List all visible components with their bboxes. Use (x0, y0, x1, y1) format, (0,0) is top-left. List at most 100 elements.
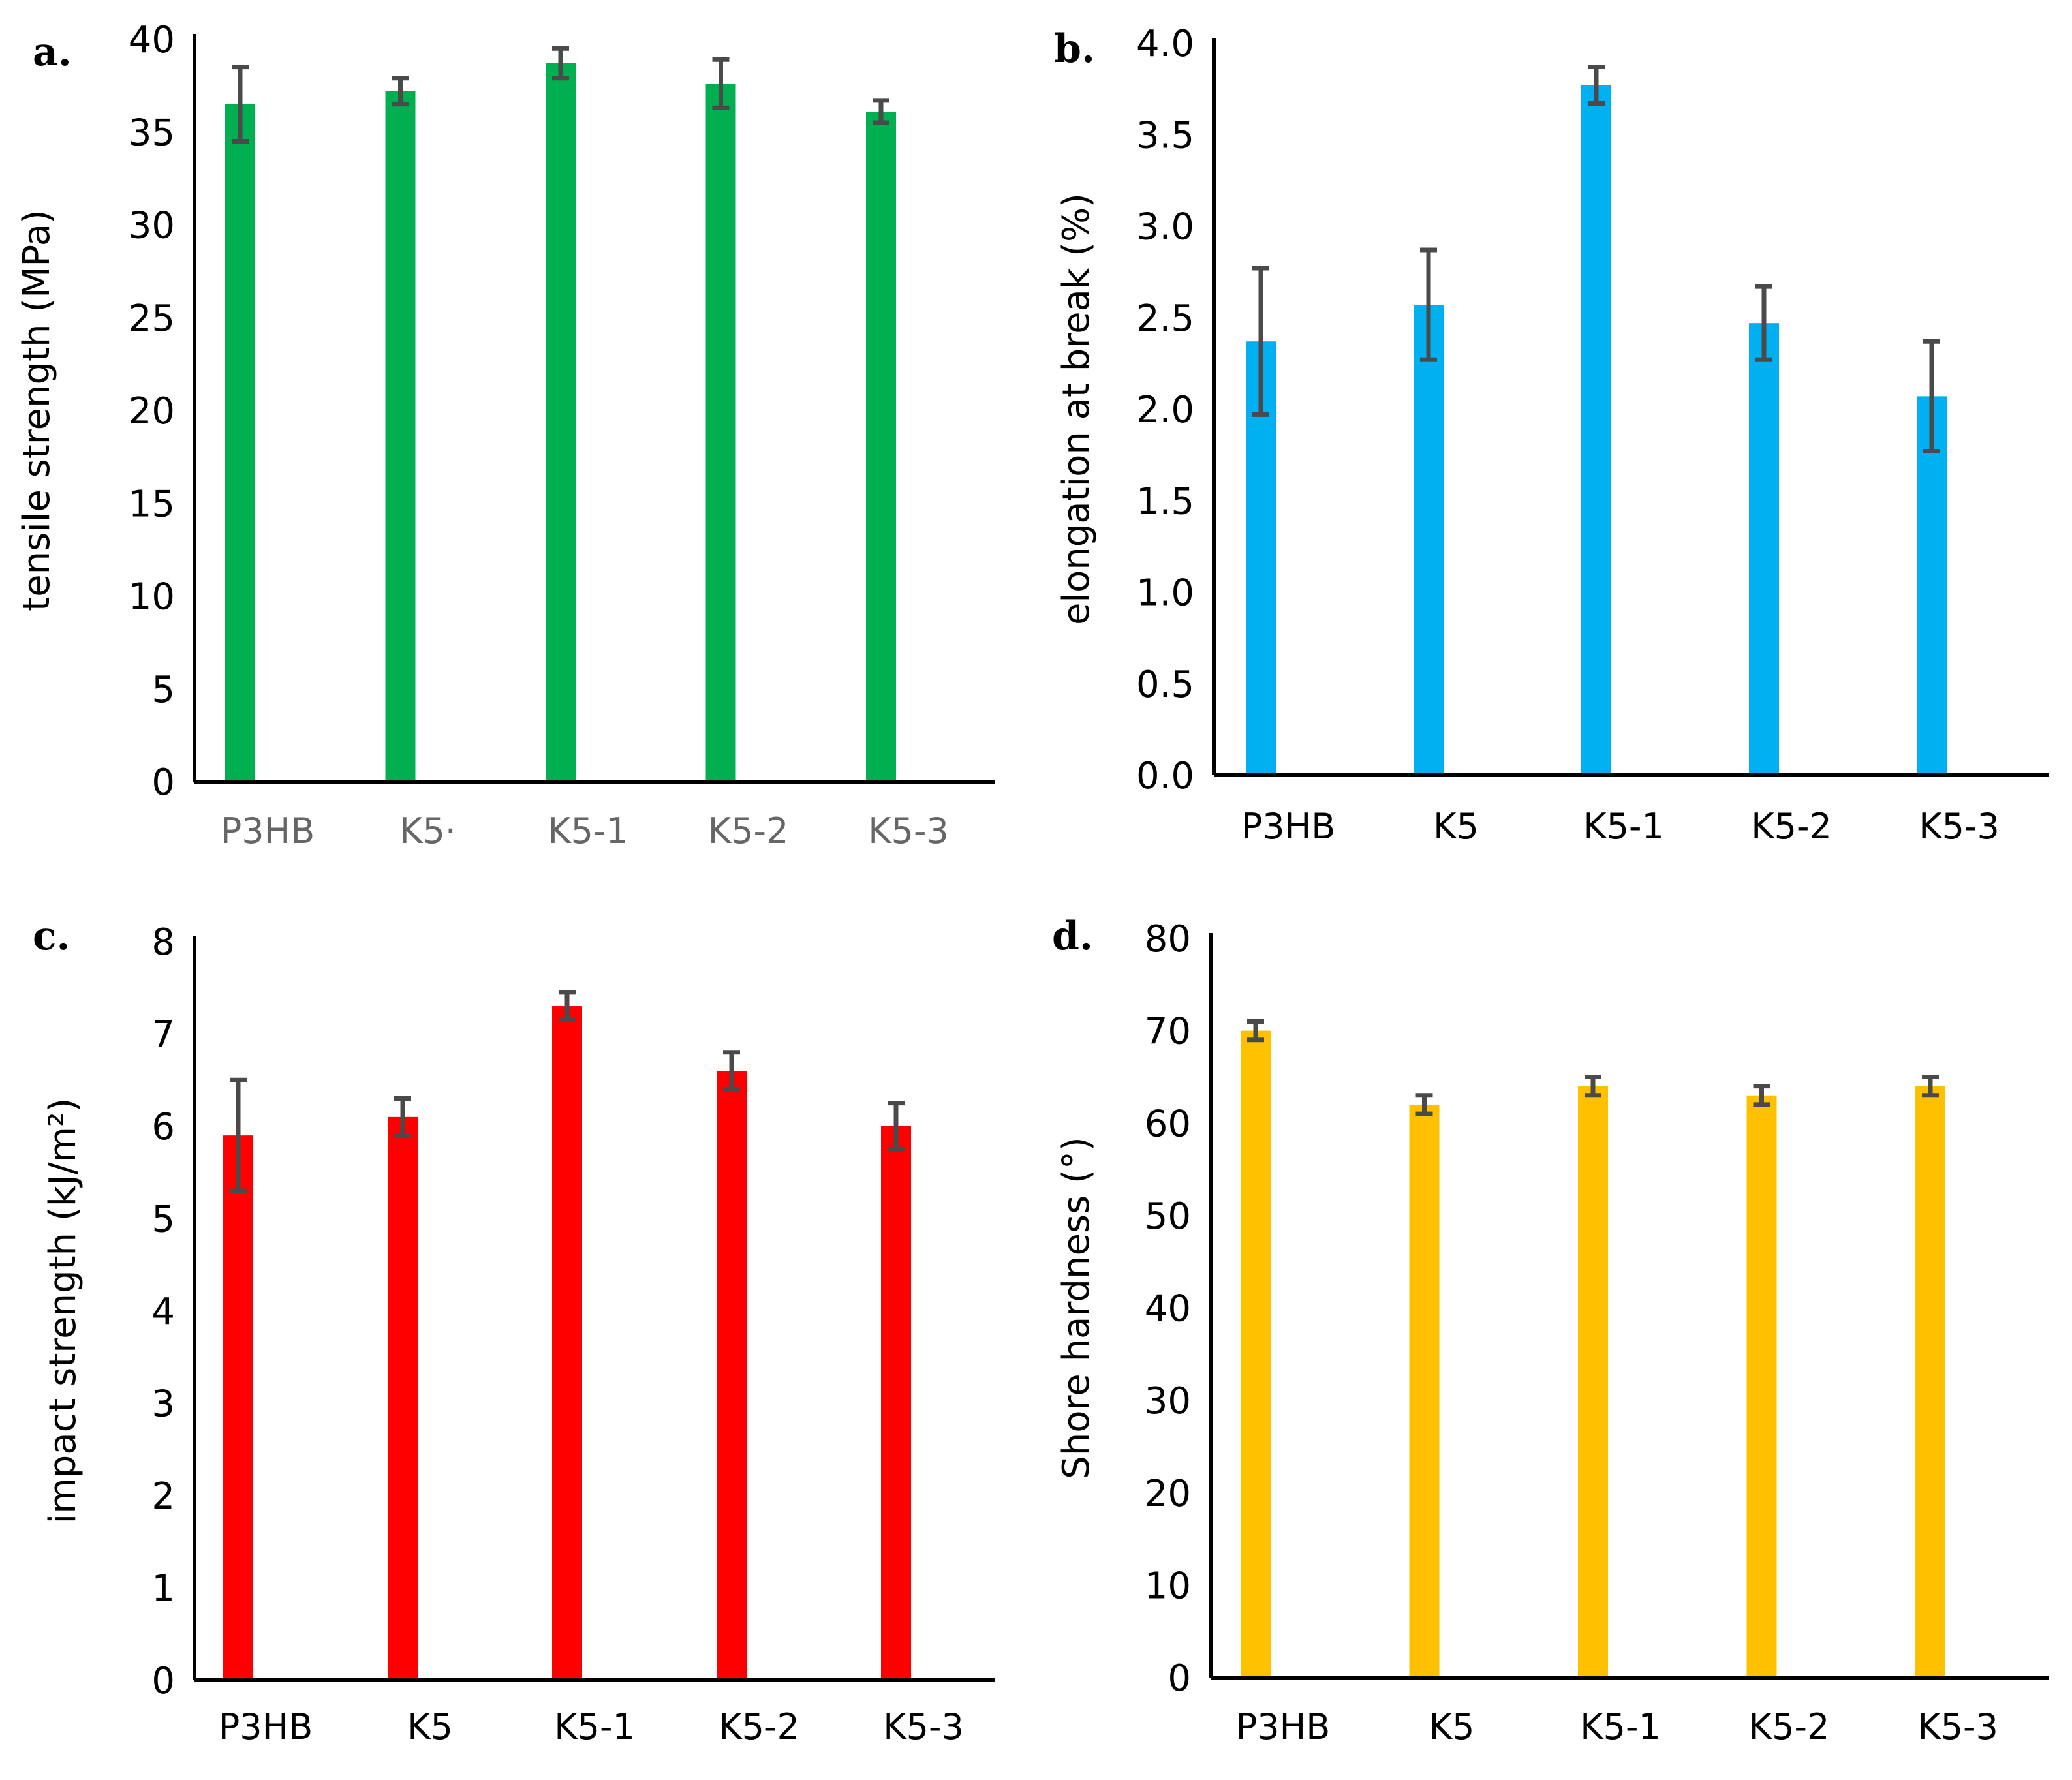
y-tick-label: 4.0 (1136, 23, 1194, 65)
y-tick-label: 1.5 (1136, 480, 1194, 523)
y-tick-label: 2 (151, 1475, 175, 1518)
x-tick-label: K5-2 (1749, 1706, 1830, 1747)
bar-k51 (1578, 1086, 1608, 1678)
y-tick-label: 0.0 (1136, 755, 1194, 797)
x-tick-label: P3HB (221, 810, 315, 852)
y-tick-label: 25 (129, 298, 175, 340)
chart-panel-4: d. 0 10 20 30 40 50 60 70 80 P3HB K5 K5-1 K5-2 K5-3 Sho… (1052, 913, 2049, 1747)
x-tick-label: K5 (1429, 1706, 1475, 1747)
y-tick-label: 7 (151, 1014, 175, 1056)
y-tick-label: 30 (1145, 1380, 1191, 1422)
x-tick-label: P3HB (1241, 806, 1336, 847)
y-tick-label: 0 (1167, 1657, 1191, 1700)
y-tick-label: 50 (1145, 1195, 1191, 1238)
x-tick-label: K5 (407, 1706, 453, 1747)
x-tick-label: K5-1 (554, 1706, 635, 1747)
x-tick-label: K5 (1433, 806, 1479, 847)
y-tick-label: 2.5 (1136, 298, 1194, 340)
y-tick-label: 3.5 (1136, 114, 1194, 157)
x-tick-label: K5-2 (1751, 806, 1832, 847)
error-bar (1755, 284, 1772, 362)
y-tick-label: 15 (129, 483, 175, 525)
bar-p3hb (225, 104, 255, 782)
chart-panel-1: a. 0 5 10 15 20 25 30 35 40 P3HB K5· K5-1 K5-2 K5-3 ten… (16, 19, 995, 852)
bar-p3hb (1241, 1030, 1271, 1678)
bar-k5 (1409, 1104, 1440, 1678)
y-axis-title: elongation at break (%) (1055, 193, 1098, 625)
y-tick-label: 40 (129, 19, 175, 61)
bar-k51 (552, 1006, 582, 1680)
chart-panel-3: c. 0 1 2 3 4 5 6 7 8 P3HB K5 K5-1 K5-2 K5-3 impact stre… (33, 913, 995, 1747)
y-tick-label: 60 (1145, 1103, 1191, 1145)
error-bar (230, 1077, 247, 1193)
panel-label: b. (1054, 26, 1095, 72)
error-bar (1923, 339, 1940, 454)
y-tick-label: 70 (1145, 1011, 1191, 1053)
x-tick-label: K5-3 (1917, 1706, 1998, 1747)
error-bar (1922, 1074, 1939, 1098)
y-tick-label: 40 (1145, 1288, 1191, 1330)
y-tick-label: 10 (1145, 1565, 1191, 1607)
error-bar (1585, 1074, 1601, 1098)
bar-k53 (881, 1126, 911, 1680)
x-tick-label: P3HB (1236, 1706, 1331, 1747)
bar-k52 (717, 1071, 747, 1680)
bar-k5 (388, 1116, 418, 1680)
y-axis-title: Shore hardness (°) (1055, 1137, 1098, 1479)
y-tick-label: 10 (129, 576, 175, 619)
y-tick-label: 20 (129, 390, 175, 433)
error-bar (552, 46, 569, 81)
error-bar (1420, 247, 1437, 362)
error-bar (873, 98, 889, 125)
error-bar (392, 76, 409, 107)
bar-k53 (1915, 1086, 1945, 1678)
bar-k53 (866, 111, 896, 782)
bar-k52 (1749, 323, 1779, 775)
y-tick-label: 0.5 (1136, 664, 1194, 706)
error-bar (723, 1050, 740, 1092)
chart-panel-2: b. 0.0 0.5 1.0 1.5 2.0 2.5 3.0 3.5 4.0 P3HB K5 K5-1 K… (1054, 23, 2049, 847)
error-bar (394, 1096, 411, 1138)
x-tick-label: K5-1 (548, 810, 628, 852)
y-tick-label: 1 (151, 1568, 175, 1610)
x-tick-label: K5-2 (708, 810, 789, 852)
y-tick-label: 80 (1145, 918, 1191, 960)
x-tick-label: K5-3 (1919, 806, 2000, 847)
y-tick-label: 8 (151, 921, 175, 964)
panel-label: d. (1052, 913, 1093, 959)
y-tick-label: 30 (129, 205, 175, 247)
y-tick-label: 5 (151, 1199, 175, 1241)
bar-p3hb (223, 1135, 253, 1680)
x-tick-label: K5-3 (868, 810, 949, 852)
y-tick-label: 0 (151, 761, 175, 804)
error-bar (712, 57, 730, 110)
y-tick-label: 20 (1145, 1473, 1191, 1515)
error-bar (232, 65, 249, 144)
y-tick-label: 4 (151, 1291, 175, 1333)
error-bar (888, 1101, 905, 1152)
y-axis-title: tensile strength (MPa) (16, 209, 58, 611)
y-tick-label: 3 (151, 1383, 175, 1426)
y-axis-title: impact strength (kJ/m²) (42, 1098, 84, 1524)
bar-k53 (1917, 396, 1947, 775)
x-tick-label: K5· (399, 810, 456, 852)
x-tick-label: K5-1 (1583, 806, 1664, 847)
error-bar (1415, 1093, 1433, 1116)
panel-label: c. (33, 913, 70, 959)
y-tick-label: 0 (151, 1660, 175, 1702)
bar-k52 (1746, 1095, 1777, 1678)
error-bar (1753, 1084, 1770, 1107)
y-tick-label: 3.0 (1136, 206, 1194, 249)
x-tick-label: P3HB (219, 1706, 313, 1747)
x-tick-label: K5-1 (1580, 1706, 1661, 1747)
y-tick-label: 35 (129, 112, 175, 154)
error-bar (1247, 1019, 1264, 1043)
x-tick-label: K5-2 (719, 1706, 799, 1747)
bar-k51 (1581, 85, 1611, 775)
bar-k51 (546, 63, 576, 782)
error-bar (1252, 266, 1269, 417)
bar-k5 (385, 91, 416, 782)
y-tick-label: 2.0 (1136, 389, 1194, 431)
bar-k5 (1414, 305, 1444, 775)
